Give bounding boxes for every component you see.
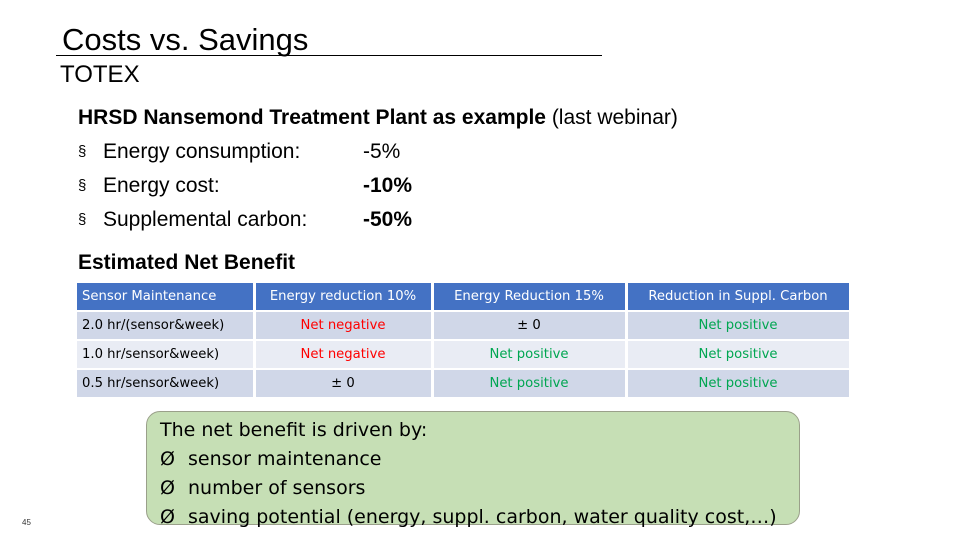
bullet-label: Energy cost: bbox=[103, 174, 220, 197]
bullet-value: -10% bbox=[363, 174, 413, 197]
cell-energy-10: Net negative bbox=[254, 340, 434, 370]
cell-maintenance: 1.0 hr/sensor&week) bbox=[77, 340, 256, 370]
table-row: 0.5 hr/sensor&week) ± 0 Net positive Net… bbox=[77, 369, 852, 399]
example-heading-note: (last webinar) bbox=[545, 106, 678, 129]
bullet-icon: § bbox=[78, 211, 87, 228]
net-benefit-table: Sensor Maintenance Energy reduction 10% … bbox=[77, 283, 852, 399]
bullet-label: Supplemental carbon: bbox=[103, 208, 308, 231]
cell-energy-15: Net positive bbox=[432, 340, 628, 370]
table-row: 1.0 hr/sensor&week) Net negative Net pos… bbox=[77, 340, 852, 370]
cell-suppl-carbon: Net positive bbox=[626, 369, 852, 399]
cell-maintenance: 0.5 hr/sensor&week) bbox=[77, 369, 256, 399]
table-header-row: Sensor Maintenance Energy reduction 10% … bbox=[77, 283, 852, 312]
callout-item-text: saving potential (energy, suppl. carbon,… bbox=[188, 506, 777, 528]
bullet-value: -5% bbox=[363, 140, 401, 163]
net-benefit-title: Estimated Net Benefit bbox=[78, 251, 296, 274]
column-header-energy-reduction-15: Energy Reduction 15% bbox=[432, 283, 628, 312]
bullet-energy-cost: § Energy cost: -10% bbox=[78, 169, 838, 203]
cell-maintenance: 2.0 hr/(sensor&week) bbox=[77, 311, 256, 341]
table-row: 2.0 hr/(sensor&week) Net negative ± 0 Ne… bbox=[77, 311, 852, 341]
bullet-value: -50% bbox=[363, 208, 413, 231]
column-header-sensor-maintenance: Sensor Maintenance bbox=[77, 283, 256, 312]
arrow-bullet-icon: Ø bbox=[160, 477, 175, 499]
cell-energy-15: Net positive bbox=[432, 369, 628, 399]
cell-energy-10: Net negative bbox=[254, 311, 434, 341]
cell-energy-10: ± 0 bbox=[254, 369, 434, 399]
bullet-icon: § bbox=[78, 143, 87, 160]
bullet-label: Energy consumption: bbox=[103, 140, 301, 163]
callout-item-text: sensor maintenance bbox=[188, 448, 382, 470]
bullet-icon: § bbox=[78, 177, 87, 194]
bullet-energy-consumption: § Energy consumption: -5% bbox=[78, 135, 838, 169]
example-heading: HRSD Nansemond Treatment Plant as exampl… bbox=[78, 101, 838, 135]
arrow-bullet-icon: Ø bbox=[160, 448, 175, 470]
callout-heading: The net benefit is driven by: bbox=[160, 419, 428, 441]
column-header-suppl-carbon: Reduction in Suppl. Carbon bbox=[626, 283, 852, 312]
title-underline bbox=[56, 55, 602, 56]
slide-title: Costs vs. Savings bbox=[62, 22, 309, 57]
bullet-supplemental-carbon: § Supplemental carbon: -50% bbox=[78, 203, 838, 237]
cell-energy-15: ± 0 bbox=[432, 311, 628, 341]
callout-item-text: number of sensors bbox=[188, 477, 366, 499]
slide-subtitle: TOTEX bbox=[60, 61, 140, 88]
column-header-energy-reduction-10: Energy reduction 10% bbox=[254, 283, 434, 312]
example-section: HRSD Nansemond Treatment Plant as exampl… bbox=[78, 101, 838, 237]
arrow-bullet-icon: Ø bbox=[160, 506, 175, 528]
example-heading-bold: HRSD Nansemond Treatment Plant as exampl… bbox=[78, 106, 546, 129]
page-number: 45 bbox=[22, 518, 31, 527]
cell-suppl-carbon: Net positive bbox=[626, 340, 852, 370]
cell-suppl-carbon: Net positive bbox=[626, 311, 852, 341]
